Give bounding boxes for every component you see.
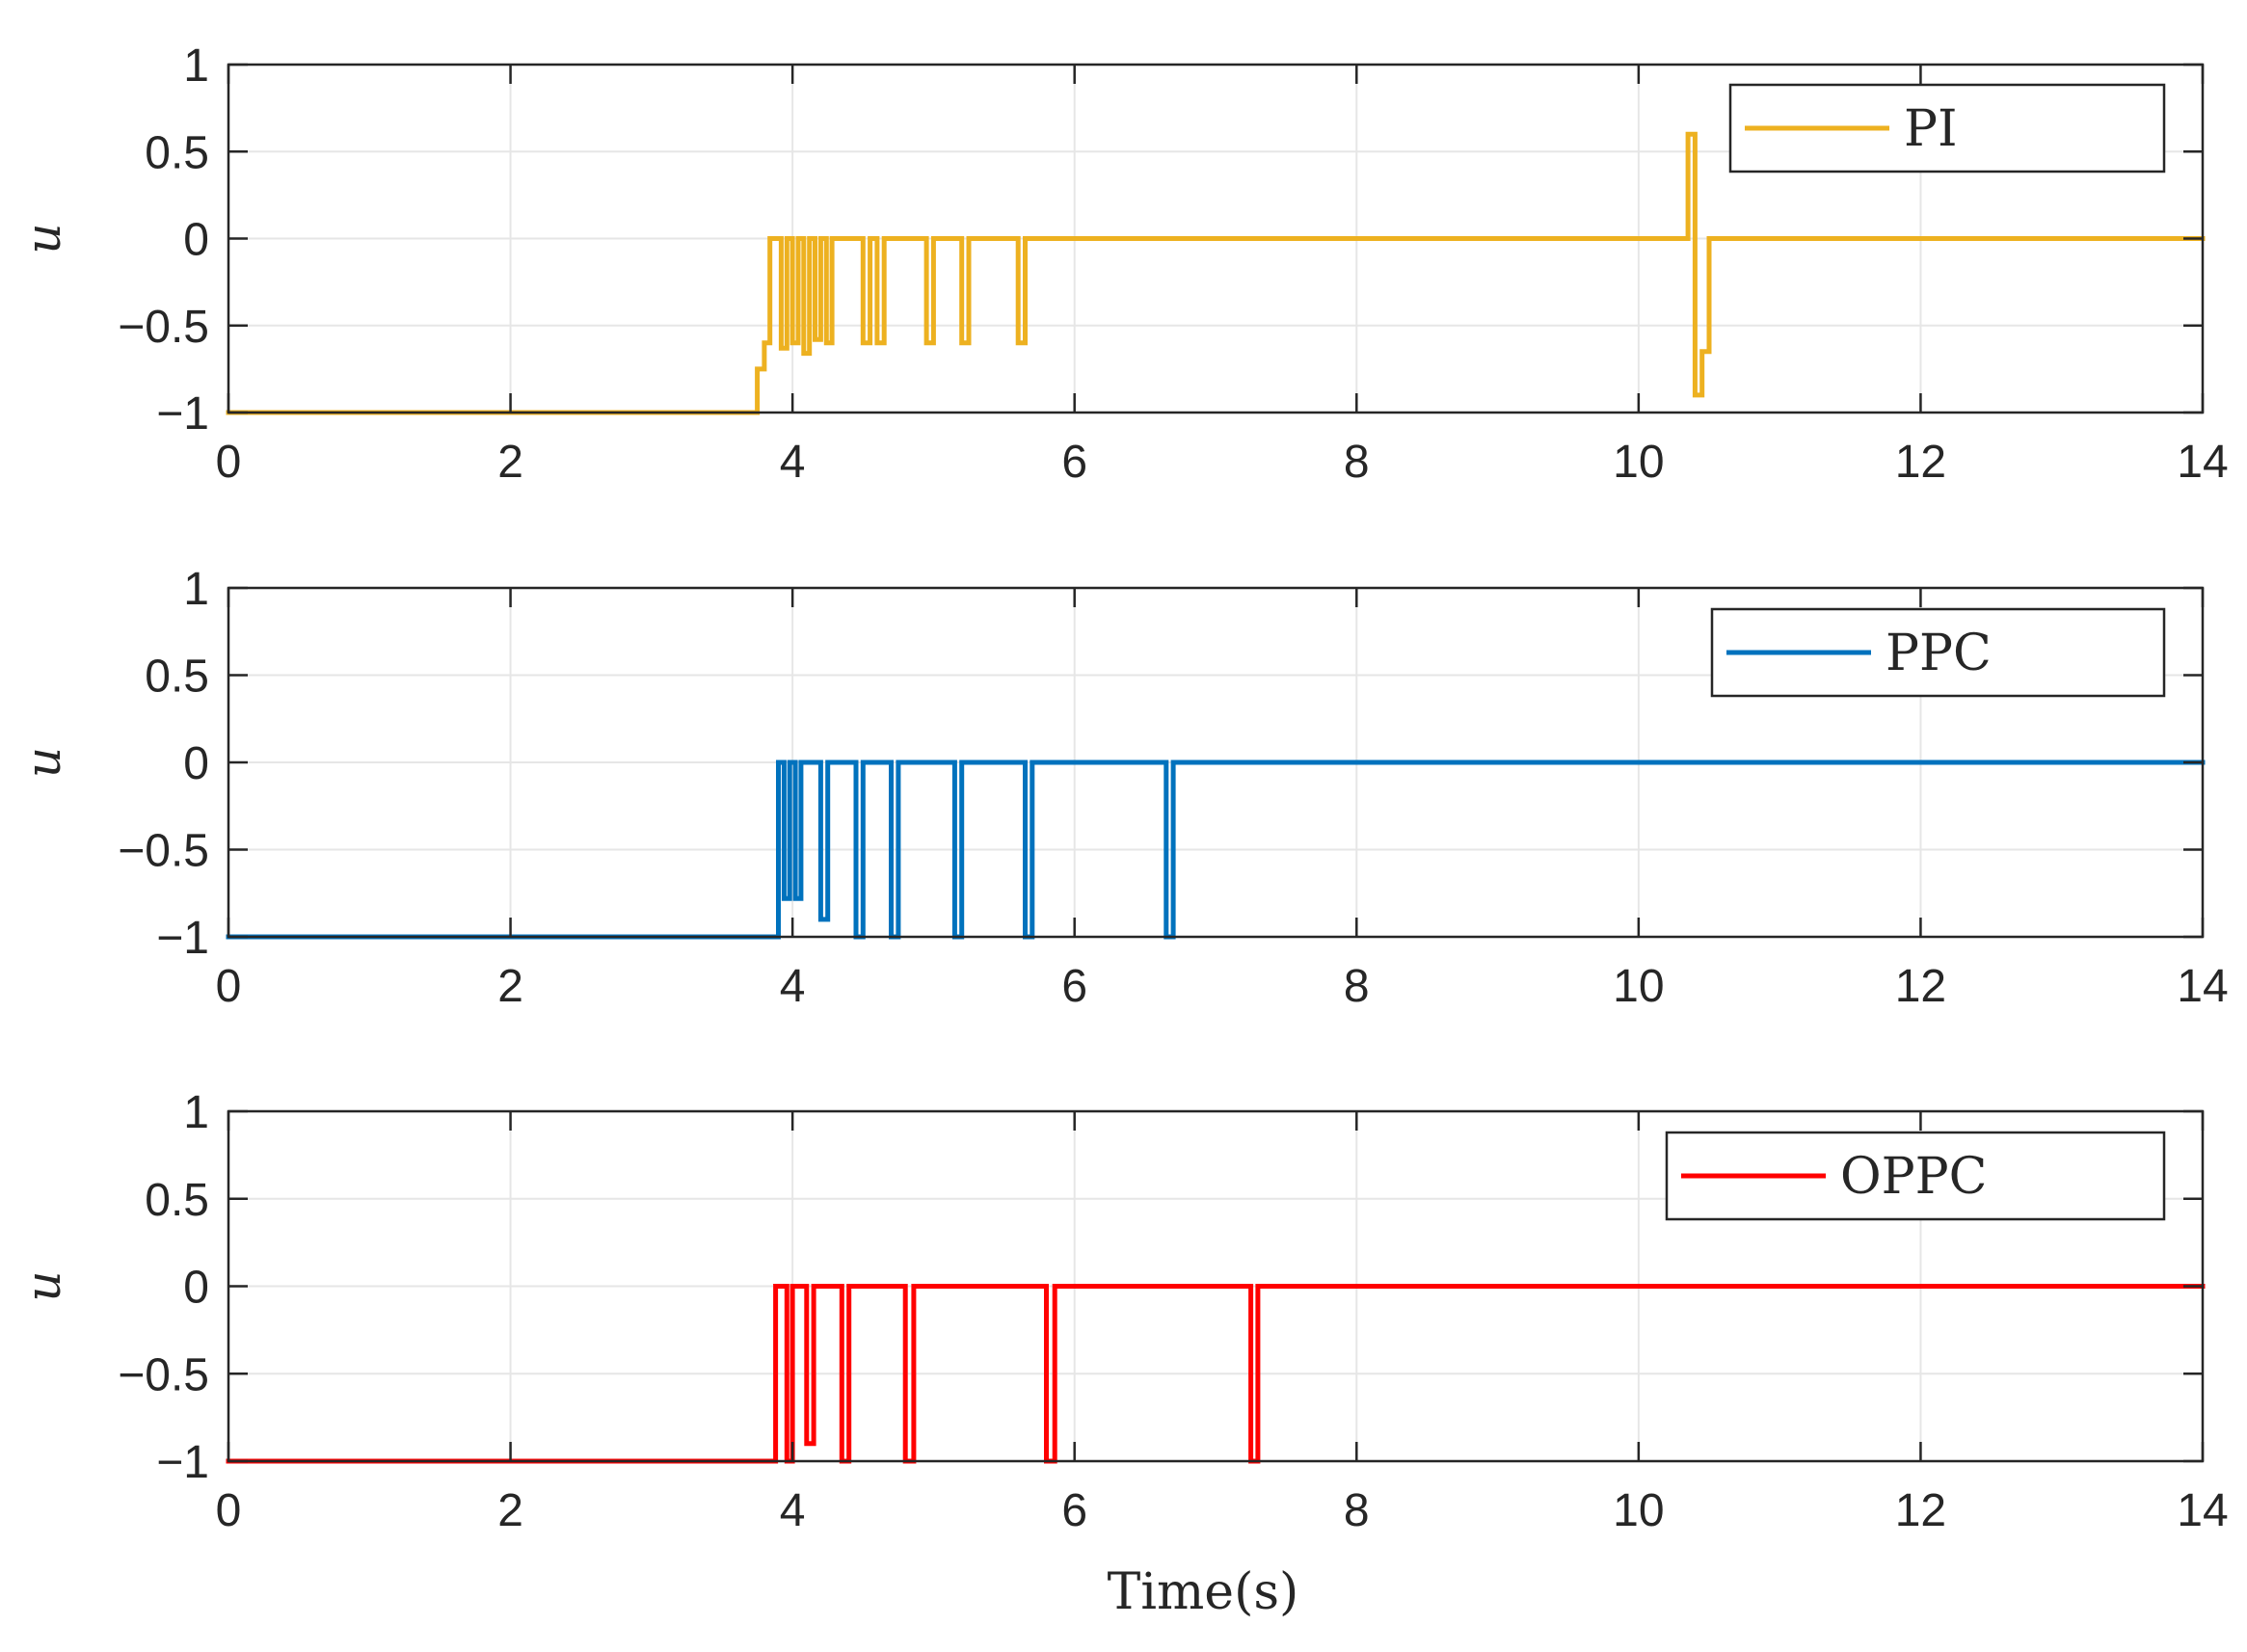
y-axis-label: u — [15, 1270, 71, 1301]
y-tick-label: −0.5 — [118, 1349, 209, 1400]
y-tick-label: −1 — [156, 388, 209, 440]
x-tick-label: 10 — [1613, 961, 1664, 1012]
legend-label-ppc: PPC — [1886, 625, 1992, 682]
x-axis-label: Time(s) — [1108, 1563, 1299, 1621]
y-tick-label: 0.5 — [145, 127, 209, 178]
x-tick-label: 14 — [2177, 961, 2228, 1012]
y-tick-label: 1 — [183, 40, 209, 92]
y-axis-label: u — [15, 223, 71, 253]
y-tick-label: 1 — [183, 564, 209, 615]
y-axis-label: u — [15, 747, 71, 778]
legend: PI — [1728, 83, 2166, 173]
x-tick-label: 10 — [1613, 1485, 1664, 1536]
x-tick-label: 0 — [216, 961, 242, 1012]
legend: OPPC — [1665, 1131, 2166, 1221]
x-tick-label: 8 — [1344, 1485, 1370, 1536]
y-tick-label: −0.5 — [118, 826, 209, 877]
legend-label-pi: PI — [1904, 100, 1958, 158]
x-tick-label: 12 — [1895, 961, 1946, 1012]
y-tick-label: −0.5 — [118, 302, 209, 353]
series-line-pi — [226, 131, 2206, 415]
subplot-3: 0 2 4 6 8 10 12 14 1 0.5 0 −0.5 −1 u Time(s) OPPC — [15, 1087, 2229, 1621]
y-tick-label: 1 — [183, 1087, 209, 1138]
x-tick-label: 14 — [2177, 1485, 2228, 1536]
legend: PPC — [1710, 607, 2166, 698]
x-tick-label: 14 — [2177, 437, 2228, 488]
x-tick-label: 6 — [1061, 1485, 1087, 1536]
x-tick-label: 12 — [1895, 1485, 1946, 1536]
y-tick-label: −1 — [156, 1437, 209, 1488]
y-tick-label: 0.5 — [145, 1175, 209, 1226]
y-tick-label: 0.5 — [145, 652, 209, 703]
x-tick-label: 8 — [1344, 437, 1370, 488]
x-tick-label: 0 — [216, 1485, 242, 1536]
x-tick-label: 0 — [216, 437, 242, 488]
x-tick-label: 2 — [497, 961, 523, 1012]
subplot-1: 0 2 4 6 8 10 12 14 1 0.5 0 −0.5 −1 u PI — [15, 40, 2229, 488]
x-tick-label: 12 — [1895, 437, 1946, 488]
x-tick-label: 4 — [780, 437, 806, 488]
subplot-2: 0 2 4 6 8 10 12 14 1 0.5 0 −0.5 −1 u PPC — [15, 564, 2229, 1012]
x-tick-label: 10 — [1613, 437, 1664, 488]
x-tick-label: 6 — [1061, 961, 1087, 1012]
x-tick-label: 4 — [780, 961, 806, 1012]
y-tick-label: 0 — [183, 738, 209, 789]
x-tick-label: 2 — [497, 437, 523, 488]
y-tick-label: 0 — [183, 215, 209, 266]
x-tick-label: 4 — [780, 1485, 806, 1536]
y-tick-label: −1 — [156, 913, 209, 964]
y-tick-label: 0 — [183, 1263, 209, 1314]
x-tick-label: 2 — [497, 1485, 523, 1536]
x-tick-label: 6 — [1061, 437, 1087, 488]
series-line-ppc — [226, 759, 2206, 940]
x-tick-label: 8 — [1344, 961, 1370, 1012]
legend-label-oppc: OPPC — [1840, 1148, 1987, 1206]
